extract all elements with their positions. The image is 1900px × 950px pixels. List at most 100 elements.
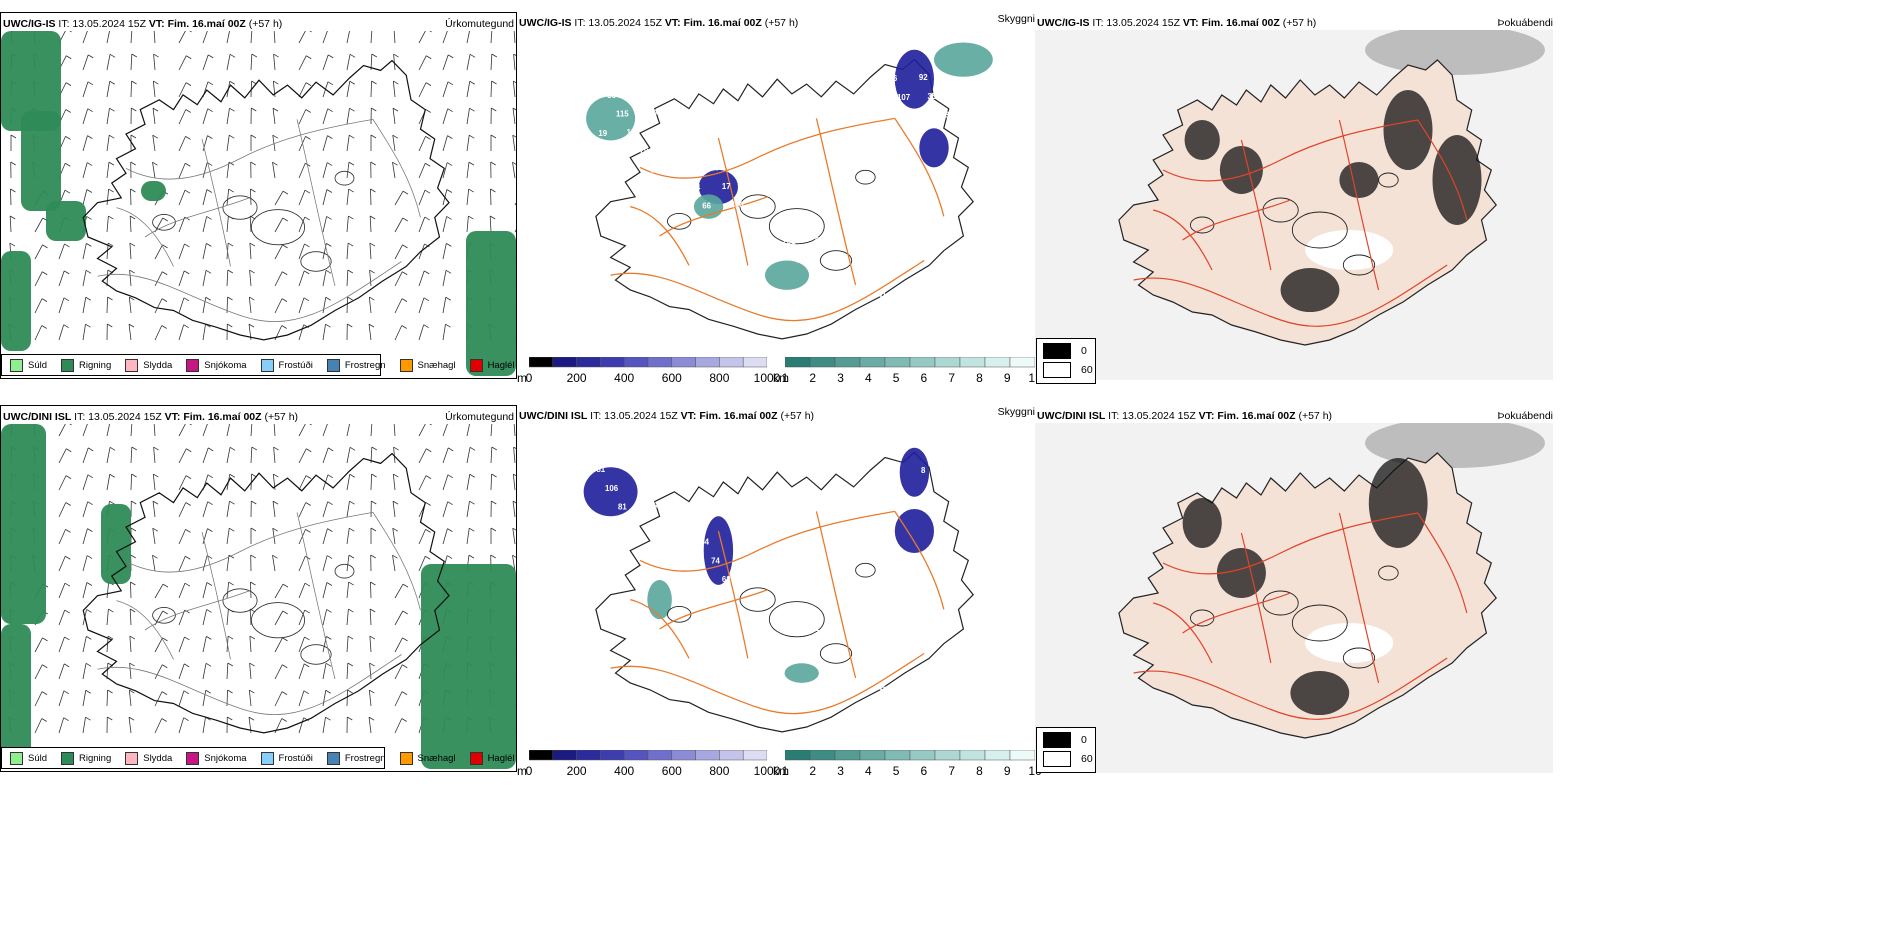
- colorbar-tick: 0: [525, 764, 533, 778]
- panel-title: UWC/IG-IS IT: 13.05.2024 15Z VT: Fim. 16…: [519, 17, 799, 29]
- fog-legend-item: 60: [1043, 751, 1093, 767]
- colorbar-tick: 800: [709, 764, 730, 778]
- precip-legend-item: Slydda: [125, 358, 172, 372]
- panel-name: Úrkomutegund: [445, 18, 514, 30]
- legend-label: Frostúði: [278, 359, 313, 371]
- visibility-value-label: 81: [618, 502, 627, 511]
- legend-label: Haglél: [487, 752, 515, 764]
- visibility-value-label: 168: [668, 146, 682, 155]
- legend-swatch: [399, 358, 413, 372]
- precip-legend-item: Súld: [10, 358, 47, 372]
- visibility-value-label: 70: [648, 108, 657, 117]
- panel-title: UWC/IG-IS IT: 13.05.2024 15Z VT: Fim. 16…: [3, 18, 283, 30]
- legend-label: 0: [1081, 734, 1087, 746]
- visibility-value-label: 135: [834, 273, 848, 282]
- fog-index-panel-row1: UWC/IG-IS IT: 13.05.2024 15Z VT: Fim. 16…: [1035, 12, 1553, 384]
- colorbar-tick: 3: [837, 371, 844, 385]
- legend-swatch: [10, 751, 23, 765]
- visibility-value-label: 74: [711, 556, 720, 565]
- colorbar-tick: 3: [837, 764, 844, 778]
- visibility-value-label: 106: [657, 127, 671, 136]
- precip-legend-item: Snjókoma: [186, 358, 247, 372]
- visibility-value-label: 59: [826, 254, 835, 263]
- colorbar-tick: 2: [809, 764, 817, 778]
- visibility-value-label: 110: [845, 292, 858, 301]
- legend-swatch: [186, 751, 200, 765]
- legend-swatch: [1043, 732, 1071, 748]
- visibility-value-label: 57: [826, 647, 835, 656]
- visibility-value-label: 120: [906, 683, 920, 692]
- precip-type-panel-row1: UWC/IG-IS IT: 13.05.2024 15Z VT: Fim. 16…: [0, 12, 517, 379]
- colorbar-tick: 0: [525, 371, 533, 385]
- colorbar-tick: 6: [920, 371, 928, 385]
- fog-index-panel-row2: UWC/DINI ISL IT: 13.05.2024 15Z VT: Fim.…: [1035, 405, 1553, 773]
- precip-legend-item: Rigning: [61, 751, 112, 765]
- colorbar-tick: 9: [1003, 764, 1011, 778]
- visibility-value-label: 92: [919, 73, 928, 82]
- visibility-value-label: 70: [856, 254, 865, 263]
- legend-swatch: [61, 358, 75, 372]
- visibility-value-label: 9: [765, 200, 770, 209]
- legend-label: Rigning: [79, 752, 112, 764]
- colorbar-strip: [529, 750, 767, 761]
- precip-legend-item: Frostregn: [326, 751, 386, 765]
- visibility-value-label: 150: [627, 128, 641, 137]
- visibility-value-label: 87: [752, 574, 761, 583]
- visibility-value-label: 350: [927, 92, 941, 101]
- legend-label: Súld: [28, 752, 48, 764]
- precip-legend: Súld Rigning Slydda Snjókoma Frostúði Frostre…: [1, 354, 515, 376]
- precip-legend-item: Haglél: [469, 358, 515, 372]
- precip-legend-item: Slydda: [125, 751, 172, 765]
- legend-label: Rigning: [79, 359, 112, 371]
- visibility-value-label: 85: [648, 501, 657, 510]
- visibility-value-label: 74: [692, 183, 701, 192]
- colorbar-tick: 5: [892, 764, 900, 778]
- colorbar-tick: 1000: [753, 371, 781, 385]
- visibility-colorbar-m: m 0 200 400 600 800 1000: [517, 357, 780, 385]
- legend-label: Frostregn: [344, 359, 386, 371]
- visibility-value-label: 59: [908, 290, 917, 299]
- visibility-value-label: 77: [700, 145, 709, 154]
- colorbar-unit: m: [517, 764, 527, 778]
- panel-title: UWC/DINI ISL IT: 13.05.2024 15Z VT: Fim.…: [3, 411, 299, 423]
- legend-swatch: [1043, 343, 1071, 359]
- visibility-value-label: 133: [772, 611, 786, 620]
- visibility-value-label: 79: [640, 147, 649, 156]
- precip-legend-item: Haglél: [469, 751, 515, 765]
- panel-title: UWC/IG-IS IT: 13.05.2024 15Z VT: Fim. 16…: [1037, 17, 1317, 29]
- visibility-map: 10 70 77 45 46 70 59 36 106 67 9 60 160 92 115 168 17 110…: [586, 42, 993, 340]
- visibility-value-label: 56: [888, 74, 897, 83]
- fog-legend-item: 60: [1043, 362, 1093, 378]
- colorbar-tick: 1: [781, 764, 789, 778]
- panel-title: UWC/DINI ISL IT: 13.05.2024 15Z VT: Fim.…: [519, 410, 815, 422]
- precip-legend: Súld Rigning Slydda Snjókoma Frostúði Frostre…: [1, 747, 515, 769]
- visibility-value-label: 115: [616, 109, 629, 118]
- visibility-value-label: 56: [670, 539, 679, 548]
- visibility-value-label: 251: [782, 237, 796, 246]
- legend-swatch: [1043, 751, 1071, 767]
- colorbar-tick: 200: [566, 764, 587, 778]
- visibility-value-label: 74: [743, 219, 752, 228]
- visibility-value-label: 335: [679, 164, 693, 173]
- visibility-value-label: 62: [722, 575, 731, 584]
- colorbar-tick: 2: [809, 371, 817, 385]
- legend-swatch: [260, 751, 274, 765]
- legend-swatch: [61, 751, 75, 765]
- legend-swatch: [469, 358, 483, 372]
- visibility-value-label: 17: [867, 665, 876, 674]
- visibility-value-label: 107: [897, 93, 911, 102]
- precip-map: [1, 424, 516, 769]
- visibility-value-label: 87: [804, 610, 813, 619]
- colorbar-tick: 600: [661, 764, 682, 778]
- fog-index-map: [1035, 30, 1553, 380]
- visibility-value-label: 70: [763, 593, 772, 602]
- colorbar-tick: 8: [976, 371, 983, 385]
- legend-swatch: [326, 751, 340, 765]
- visibility-value-label: 17: [722, 182, 731, 191]
- colorbar-tick: 7: [948, 371, 955, 385]
- colorbar-strip: [785, 750, 1035, 761]
- visibility-value-label: 106: [605, 484, 619, 493]
- colorbar-tick: 800: [709, 371, 730, 385]
- colorbar-unit: km: [773, 764, 789, 778]
- fog-legend-item: 0: [1043, 732, 1087, 748]
